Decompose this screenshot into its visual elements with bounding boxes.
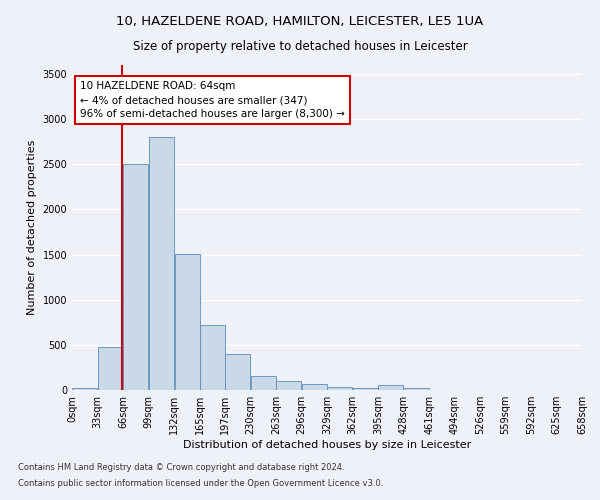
Y-axis label: Number of detached properties: Number of detached properties [27, 140, 37, 315]
Bar [328, 388, 352, 390]
Bar [175, 254, 200, 390]
Bar [404, 388, 429, 390]
Bar [200, 324, 225, 390]
Bar [98, 347, 123, 390]
Bar [251, 376, 275, 390]
X-axis label: Distribution of detached houses by size in Leicester: Distribution of detached houses by size … [183, 440, 471, 450]
Bar [302, 384, 326, 390]
Text: 10, HAZELDENE ROAD, HAMILTON, LEICESTER, LE5 1UA: 10, HAZELDENE ROAD, HAMILTON, LEICESTER,… [116, 15, 484, 28]
Bar [149, 137, 174, 390]
Bar [353, 388, 378, 390]
Bar [124, 164, 148, 390]
Bar [379, 385, 403, 390]
Text: Size of property relative to detached houses in Leicester: Size of property relative to detached ho… [133, 40, 467, 53]
Text: Contains public sector information licensed under the Open Government Licence v3: Contains public sector information licen… [18, 478, 383, 488]
Text: 10 HAZELDENE ROAD: 64sqm
← 4% of detached houses are smaller (347)
96% of semi-d: 10 HAZELDENE ROAD: 64sqm ← 4% of detache… [80, 81, 344, 119]
Text: Contains HM Land Registry data © Crown copyright and database right 2024.: Contains HM Land Registry data © Crown c… [18, 464, 344, 472]
Bar [225, 354, 250, 390]
Bar [276, 381, 301, 390]
Bar [73, 388, 97, 390]
